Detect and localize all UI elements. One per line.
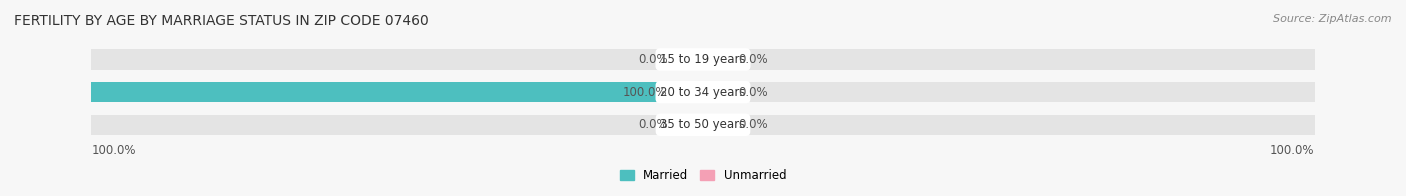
Text: 0.0%: 0.0% [638,53,668,66]
Bar [672,115,703,135]
Text: 100.0%: 100.0% [623,86,668,99]
Text: 100.0%: 100.0% [1270,144,1315,157]
Bar [91,82,703,102]
Text: 100.0%: 100.0% [91,144,136,157]
Bar [703,115,734,135]
Bar [91,115,1315,135]
Text: 0.0%: 0.0% [738,86,768,99]
Text: Source: ZipAtlas.com: Source: ZipAtlas.com [1274,14,1392,24]
Text: 0.0%: 0.0% [638,118,668,131]
Text: 20 to 34 years: 20 to 34 years [661,86,745,99]
Text: 35 to 50 years: 35 to 50 years [661,118,745,131]
Bar [91,49,1315,70]
Bar [703,82,734,102]
Bar [91,82,1315,102]
Text: 0.0%: 0.0% [738,118,768,131]
Text: 15 to 19 years: 15 to 19 years [661,53,745,66]
Text: 0.0%: 0.0% [738,53,768,66]
Legend: Married, Unmarried: Married, Unmarried [614,165,792,187]
Bar [672,49,703,70]
Bar [703,49,734,70]
Text: FERTILITY BY AGE BY MARRIAGE STATUS IN ZIP CODE 07460: FERTILITY BY AGE BY MARRIAGE STATUS IN Z… [14,14,429,28]
Bar [672,82,703,102]
